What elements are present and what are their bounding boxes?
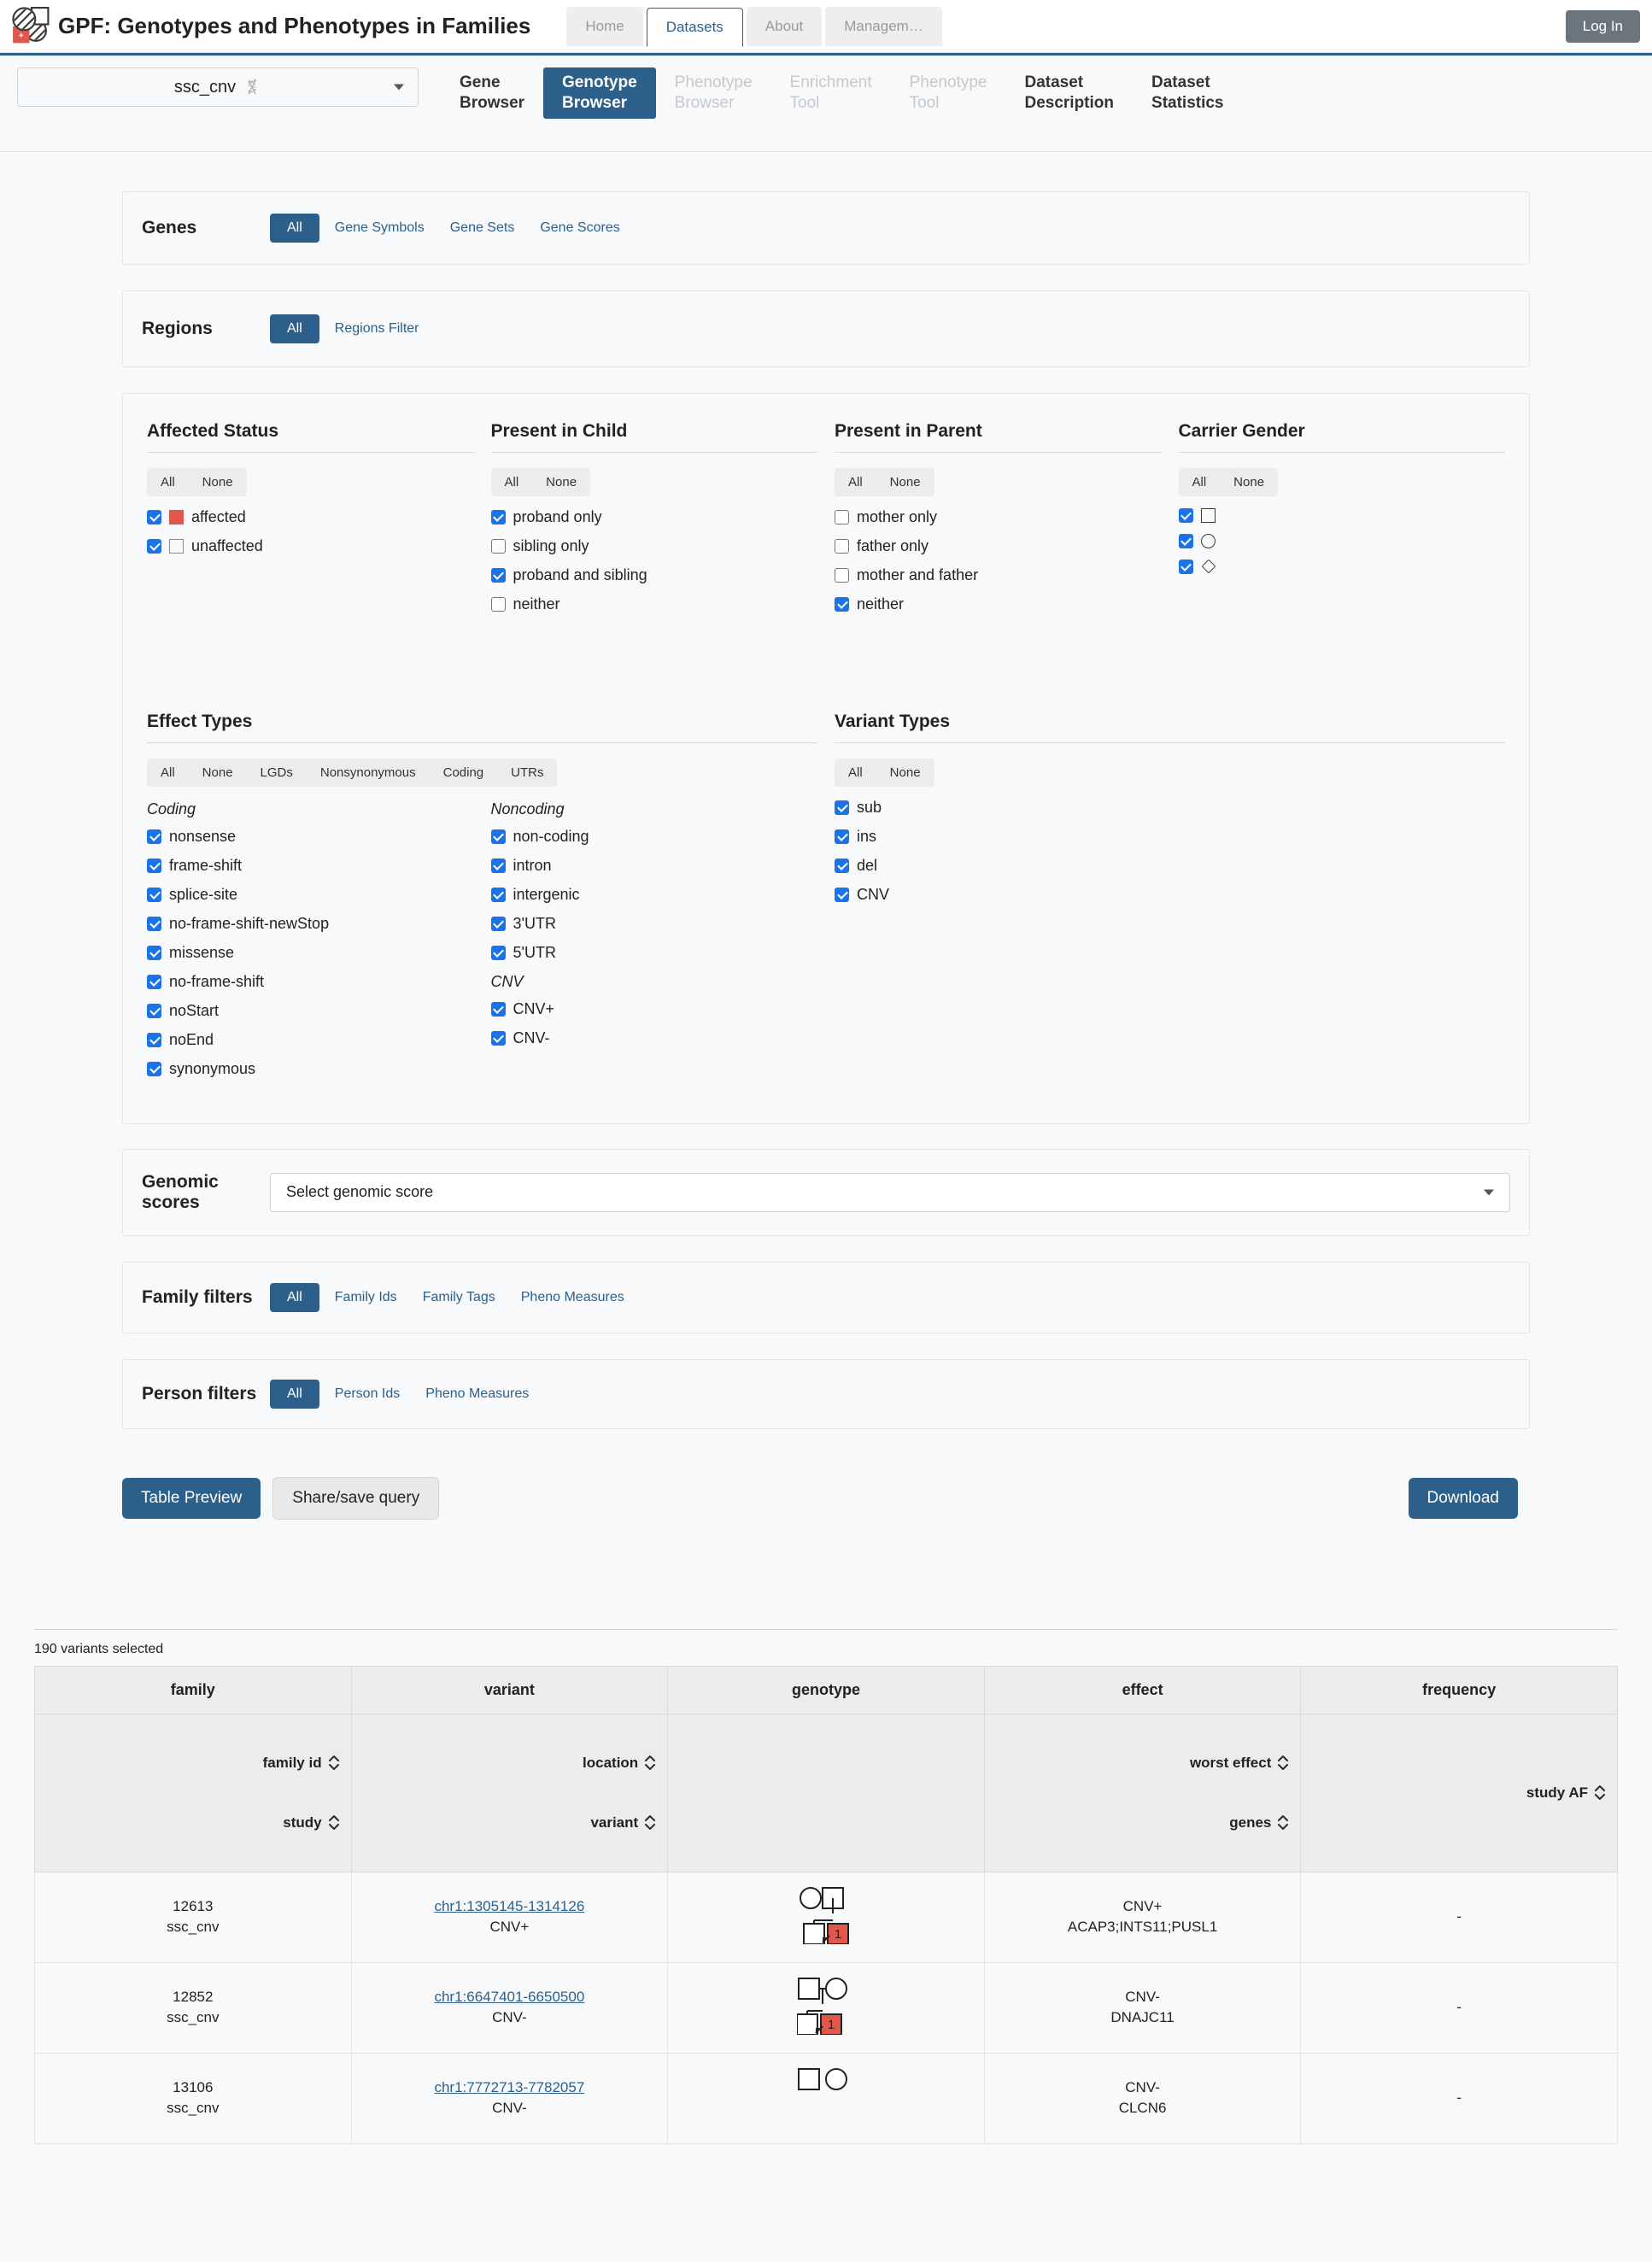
svg-text:1: 1 bbox=[828, 2018, 835, 2032]
svg-text:1: 1 bbox=[835, 1927, 841, 1942]
